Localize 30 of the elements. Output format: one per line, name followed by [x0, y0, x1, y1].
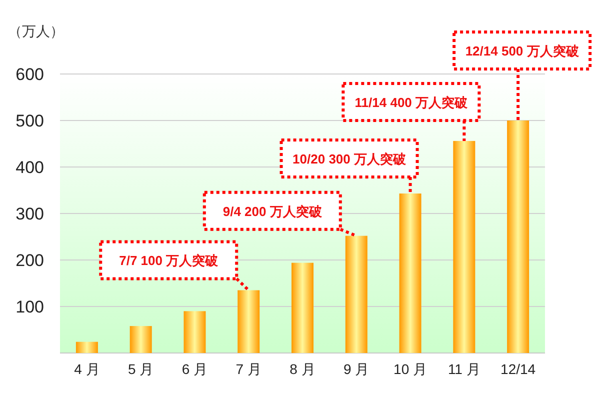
bar — [238, 290, 260, 353]
bar — [507, 120, 530, 353]
x-tick-label: 11 月 — [448, 361, 480, 377]
annotation: 7/7 100 万人突破 — [119, 253, 220, 268]
y-tick-label: 600 — [16, 65, 44, 84]
x-tick-label: 6 月 — [182, 361, 208, 377]
annotation: 9/4 200 万人突破 — [222, 204, 323, 219]
bar — [184, 311, 206, 353]
x-tick-label: 4 月 — [74, 361, 100, 377]
bar — [292, 262, 314, 353]
annotation: 11/14 400 万人突破 — [354, 94, 469, 110]
x-tick-label: 7 月 — [236, 361, 262, 377]
bar — [399, 194, 422, 353]
bar — [130, 326, 152, 353]
y-tick-label: 200 — [16, 251, 44, 270]
x-tick-label: 5 月 — [128, 361, 154, 377]
annotation: 10/20 300 万人突破 — [292, 152, 407, 167]
x-tick-label: 9 月 — [344, 361, 370, 377]
x-tick-label: 10 月 — [394, 361, 428, 377]
y-tick-label: 500 — [16, 112, 44, 130]
y-tick-label: 100 — [16, 298, 44, 316]
bar — [345, 236, 368, 353]
annotation: 12/14 500 万人突破 — [465, 44, 580, 58]
y-tick-label: 300 — [16, 204, 44, 224]
bar — [76, 342, 98, 353]
bar — [453, 140, 476, 353]
y-tick-label: 400 — [16, 158, 44, 177]
x-tick-label: 12/14 — [500, 361, 536, 377]
y-axis-title: （万人） — [8, 23, 64, 39]
x-tick-label: 8 月 — [290, 361, 316, 377]
